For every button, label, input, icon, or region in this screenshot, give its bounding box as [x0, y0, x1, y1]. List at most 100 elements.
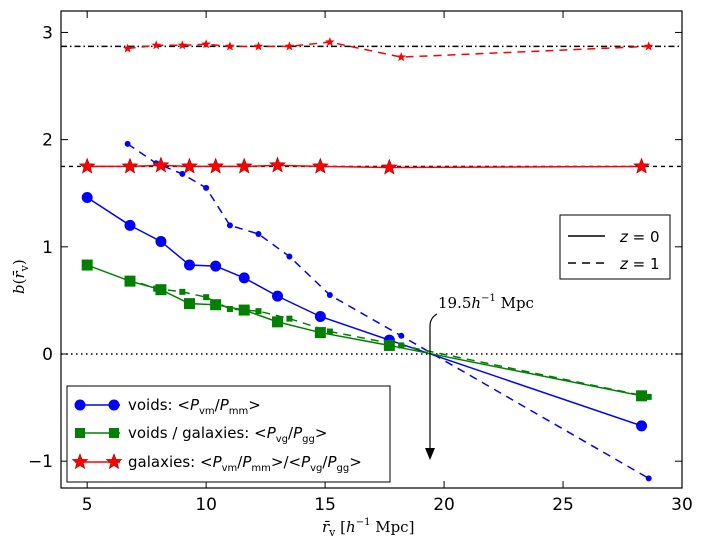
y-tick-label: 2 — [42, 131, 53, 151]
data-point — [203, 294, 210, 301]
x-tick-label: 20 — [433, 495, 455, 515]
data-point — [633, 157, 650, 174]
data-point — [210, 260, 222, 272]
data-point — [203, 184, 210, 191]
legend-voids: voids: <Pvm/Pmm> — [74, 396, 261, 417]
legend-voids-marker — [74, 399, 86, 411]
y-tick-label: 3 — [42, 23, 53, 43]
legend-voids-galaxies-marker — [75, 428, 85, 438]
series-line-galaxies-z-1 — [127, 41, 649, 58]
data-point — [253, 41, 264, 51]
data-point — [121, 157, 139, 174]
data-point — [81, 192, 93, 204]
series-voids-galaxies-z-1 — [124, 275, 652, 400]
x-tick-label: 10 — [195, 495, 217, 515]
data-point — [124, 140, 131, 147]
series-voids-z-0 — [81, 192, 648, 432]
data-point — [151, 40, 161, 50]
series-voids-galaxies-z-0 — [81, 259, 648, 402]
data-point — [380, 158, 398, 175]
data-point — [255, 230, 262, 237]
plot-frame — [60, 10, 683, 489]
legend-z0-label: z = 0 — [619, 228, 660, 246]
legend-redshift-frame — [559, 214, 671, 280]
data-point — [153, 285, 160, 292]
x-tick-label: 25 — [552, 495, 574, 515]
data-point — [314, 310, 326, 322]
legend-tracers: voids: <Pvm/Pmm> voids / galaxies: <Pvg/… — [66, 385, 391, 483]
data-point — [325, 37, 335, 47]
x-tick-label: 15 — [314, 495, 336, 515]
annotation-arrow — [429, 313, 438, 452]
legend-galaxies: galaxies: <Pvm/Pmm>/<Pvg/Pgg> — [71, 453, 362, 474]
annotation-arrowhead — [425, 448, 435, 460]
data-point — [643, 41, 654, 51]
legend-z1-label: z = 1 — [619, 255, 660, 273]
data-point — [284, 41, 295, 51]
data-point — [81, 259, 93, 271]
data-point — [179, 170, 186, 177]
data-point — [645, 475, 652, 482]
data-point — [398, 332, 405, 339]
x-tick-label: 30 — [671, 495, 693, 515]
data-point — [78, 157, 96, 174]
data-point — [235, 157, 253, 174]
series-layer — [78, 37, 654, 482]
legend-galaxies-marker — [71, 453, 89, 470]
data-point — [226, 305, 233, 312]
data-point — [326, 292, 333, 299]
y-axis-label: b(r̄v) — [10, 259, 31, 294]
x-axis-label: r̄v [h−1 Mpc] — [322, 517, 414, 539]
data-point — [124, 219, 136, 231]
data-point — [177, 40, 188, 50]
data-point — [183, 259, 195, 271]
data-point — [314, 327, 326, 339]
series-line-voids-galaxies-z-0 — [86, 264, 642, 397]
data-point — [645, 393, 652, 400]
data-point — [238, 272, 250, 284]
data-point — [326, 328, 333, 335]
data-point — [383, 339, 395, 351]
data-point — [226, 222, 233, 229]
svg-text:voids: <Pvm/Pmm>: voids: <Pvm/Pmm> — [128, 396, 261, 417]
svg-text:b(r̄v): b(r̄v) — [10, 259, 31, 294]
data-point — [255, 308, 262, 315]
data-point — [179, 288, 186, 295]
data-point — [238, 304, 250, 316]
data-point — [155, 235, 167, 247]
data-point — [398, 342, 405, 349]
svg-text:galaxies: <Pvm/Pmm>/<Pvg/Pgg>: galaxies: <Pvm/Pmm>/<Pvg/Pgg> — [128, 453, 362, 474]
svg-text:r̄v [h−1 Mpc]: r̄v [h−1 Mpc] — [322, 517, 414, 539]
data-point — [286, 315, 293, 322]
data-point — [225, 41, 235, 51]
data-point — [272, 316, 284, 328]
data-point — [636, 390, 648, 402]
series-galaxies-z-0 — [78, 156, 650, 175]
svg-text:voids / galaxies: <Pvg/Pgg>: voids / galaxies: <Pvg/Pgg> — [128, 424, 327, 445]
y-tick-label: −1 — [28, 452, 53, 472]
data-point — [269, 156, 286, 173]
y-tick-label: 0 — [42, 345, 53, 365]
legend-redshift: z = 0 z = 1 — [559, 214, 671, 280]
data-point — [201, 39, 211, 49]
data-point — [286, 253, 293, 260]
series-line-voids-z-0 — [86, 196, 642, 427]
data-point — [311, 157, 329, 174]
data-point — [396, 52, 406, 62]
annotation-label: 19.5h−1 Mpc — [438, 293, 534, 312]
data-point — [181, 157, 198, 174]
series-line-galaxies-z-0 — [87, 164, 642, 169]
reference-lines — [61, 45, 682, 355]
series-line-voids-galaxies-z-1 — [127, 278, 649, 398]
series-galaxies-z-1 — [122, 37, 654, 62]
data-point — [207, 157, 225, 174]
annotation: 19.5h−1 Mpc — [425, 293, 534, 460]
x-axis: 5 10 15 20 25 30 — [82, 11, 693, 515]
legend-galaxies-marker — [105, 453, 123, 470]
data-point — [272, 290, 284, 302]
x-tick-label: 5 — [82, 495, 93, 515]
data-point — [152, 156, 170, 173]
data-point — [636, 420, 648, 432]
data-point — [124, 275, 131, 282]
